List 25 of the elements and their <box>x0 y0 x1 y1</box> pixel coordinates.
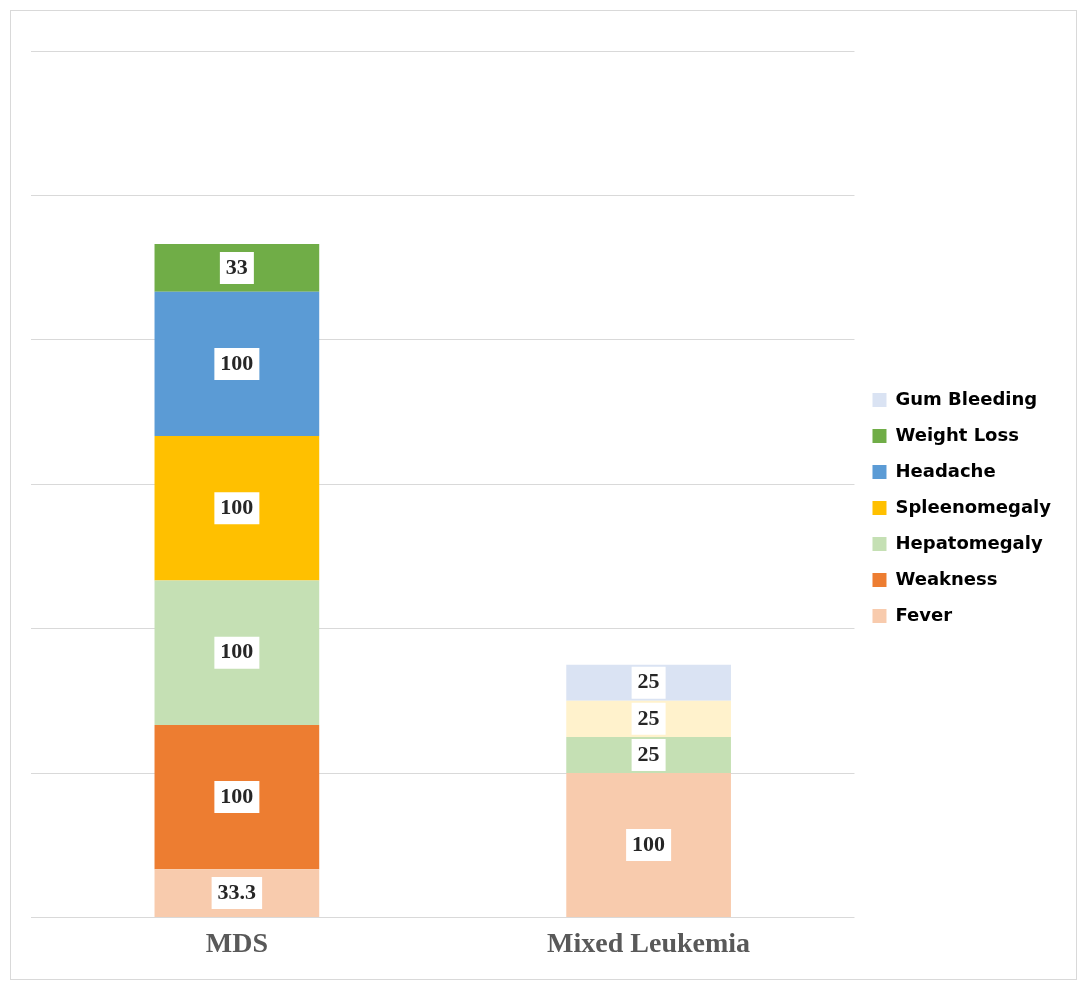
bar <box>154 580 320 725</box>
legend-label: Weight Loss <box>895 423 1019 445</box>
legend-label: Headache <box>895 459 996 481</box>
data-label: 33 <box>225 253 248 279</box>
data-label: 100 <box>632 830 666 856</box>
x-tick-label: Mixed Leukemia <box>547 927 751 959</box>
bar <box>154 436 320 581</box>
data-label: 100 <box>220 349 254 375</box>
data-label: 25 <box>637 668 660 694</box>
data-label: 33.3 <box>217 878 257 904</box>
data-label: 25 <box>637 704 660 730</box>
bar <box>154 291 320 437</box>
legend-label: Hepatomegaly <box>895 531 1043 553</box>
data-label: 25 <box>637 740 660 766</box>
bar <box>154 244 320 292</box>
data-label: 100 <box>220 494 254 519</box>
legend-label: Weakness <box>895 567 998 589</box>
legend-label: Gum Bleeding <box>895 387 1038 409</box>
legend-label: Spleenomegaly <box>895 495 1052 517</box>
data-label: 100 <box>220 782 254 808</box>
bar <box>566 773 731 917</box>
bar <box>154 724 320 870</box>
legend-label: Fever <box>895 603 953 625</box>
x-tick-label: MDS <box>205 927 268 959</box>
data-label: 100 <box>220 638 254 664</box>
